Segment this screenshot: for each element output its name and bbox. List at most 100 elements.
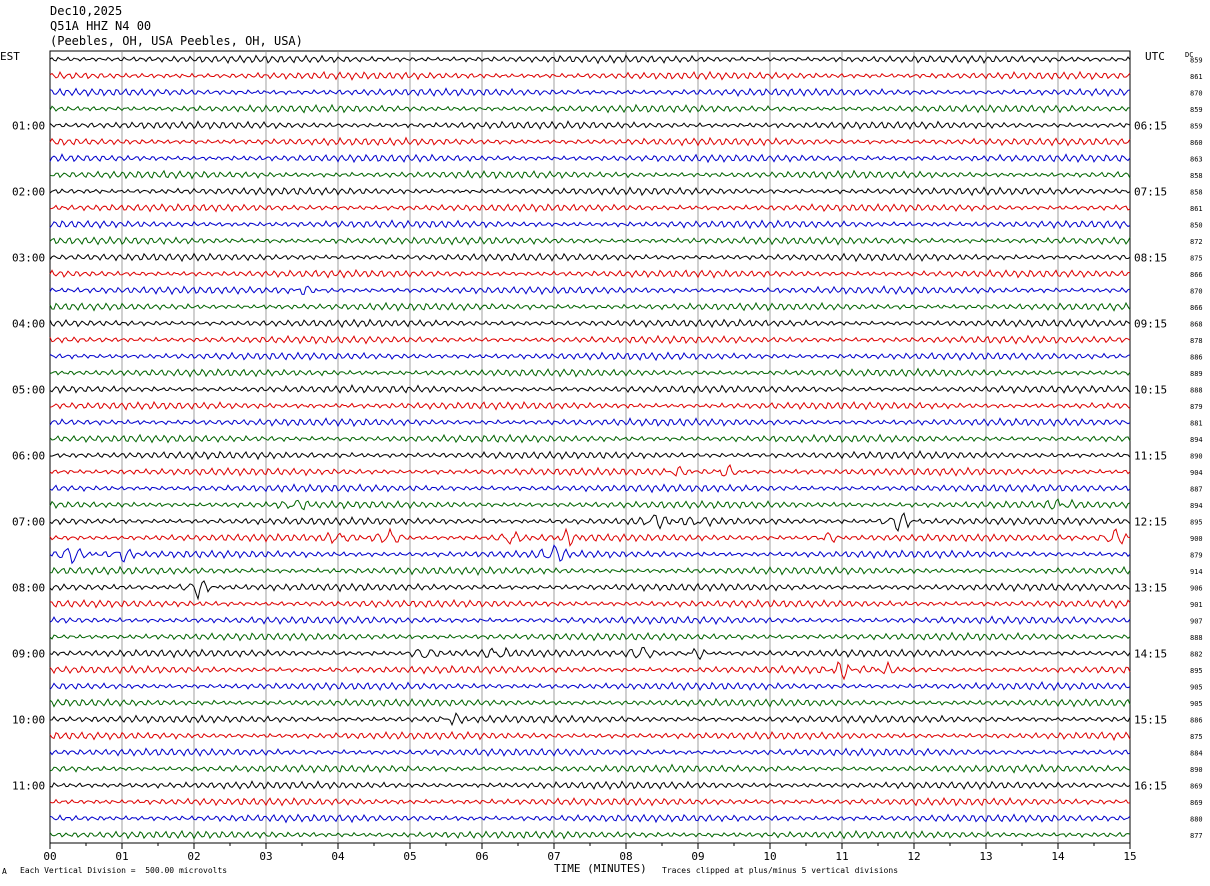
seismic-trace-red [49, 70, 1131, 81]
right-hour-label: 16:15 [1134, 779, 1167, 792]
left-hour-label: 06:00 [12, 449, 45, 462]
seismic-trace-blue [49, 417, 1131, 428]
seismic-trace-green [49, 301, 1131, 312]
seismic-trace-red [49, 202, 1131, 213]
dc-value: 875 [1190, 254, 1203, 262]
dc-value: 905 [1190, 700, 1203, 708]
seismic-trace-blue [49, 747, 1131, 757]
dc-value: 859 [1190, 56, 1203, 64]
seismic-trace-red [49, 598, 1131, 610]
x-tick-label: 15 [1123, 850, 1136, 863]
seismic-trace-green [49, 103, 1131, 114]
left-hour-label: 04:00 [12, 317, 45, 330]
dc-value: 860 [1190, 139, 1203, 147]
seismic-trace-blue [49, 87, 1131, 97]
x-tick-label: 14 [1051, 850, 1065, 863]
x-tick-label: 13 [979, 850, 992, 863]
dc-value: 887 [1190, 485, 1203, 493]
dc-value: 863 [1190, 155, 1203, 163]
seismic-trace-red [49, 463, 1131, 477]
seismic-trace-blue [49, 681, 1131, 692]
right-hour-label: 12:15 [1134, 515, 1167, 528]
seismic-trace-green [49, 763, 1131, 774]
seismic-trace-blue [49, 351, 1131, 362]
right-hour-label: 10:15 [1134, 383, 1167, 396]
dc-value: 890 [1190, 766, 1203, 774]
corner-mark: A [2, 867, 7, 876]
x-axis-title: TIME (MINUTES) [554, 862, 647, 875]
dc-value: 879 [1190, 551, 1203, 559]
dc-value: 870 [1190, 287, 1203, 295]
seismic-trace-black [49, 580, 1131, 601]
x-tick-label: 01 [115, 850, 128, 863]
seismic-trace-green [49, 433, 1131, 444]
seismic-trace-black [49, 383, 1131, 395]
dc-value: 882 [1190, 650, 1203, 658]
dc-value: 905 [1190, 683, 1203, 691]
dc-column-label: DC [1185, 51, 1193, 59]
seismic-trace-red [49, 400, 1131, 411]
dc-value: 888 [1190, 386, 1203, 394]
seismic-trace-green [49, 169, 1131, 180]
clip-note: Traces clipped at plus/minus 5 vertical … [662, 866, 899, 875]
seismic-trace-red [49, 136, 1131, 147]
left-hour-label: 05:00 [12, 383, 45, 396]
left-hour-label: 10:00 [12, 713, 45, 726]
x-tick-label: 06 [475, 850, 488, 863]
dc-value: 869 [1190, 799, 1203, 807]
seismic-trace-black [49, 512, 1131, 533]
seismic-trace-black [49, 780, 1131, 791]
plot-date: Dec10,2025 [50, 4, 123, 18]
seismic-trace-green [49, 367, 1131, 378]
right-hour-label: 08:15 [1134, 251, 1167, 264]
right-hour-label: 14:15 [1134, 647, 1167, 660]
left-hour-label: 02:00 [12, 185, 45, 198]
left-timezone-label: EST [0, 50, 20, 63]
seismic-trace-green [49, 235, 1131, 246]
seismic-trace-red [49, 796, 1131, 807]
left-hour-label: 11:00 [12, 779, 45, 792]
right-hour-label: 11:15 [1134, 449, 1167, 462]
right-timezone-label: UTC [1145, 50, 1165, 63]
left-hour-label: 08:00 [12, 581, 45, 594]
dc-value: 861 [1190, 205, 1203, 213]
dc-value: 901 [1190, 601, 1203, 609]
dc-value: 889 [1190, 370, 1203, 378]
seismic-trace-green [49, 498, 1131, 511]
dc-value: 879 [1190, 403, 1203, 411]
x-tick-label: 10 [763, 850, 776, 863]
dc-value: 886 [1190, 716, 1203, 724]
seismic-trace-red [49, 527, 1131, 547]
x-tick-label: 09 [691, 850, 704, 863]
seismic-trace-red [49, 660, 1131, 681]
dc-value: 872 [1190, 238, 1203, 246]
seismic-trace-blue [49, 483, 1131, 494]
dc-value: 859 [1190, 106, 1203, 114]
dc-value: 886 [1190, 353, 1203, 361]
seismic-trace-blue [49, 544, 1131, 565]
dc-value: 884 [1190, 749, 1203, 757]
seismic-trace-black [49, 186, 1131, 197]
seismic-trace-black [49, 646, 1131, 661]
dc-value: 900 [1190, 535, 1203, 543]
dc-value: 858 [1190, 172, 1203, 180]
x-tick-label: 05 [403, 850, 416, 863]
dc-value: 904 [1190, 469, 1203, 477]
right-hour-label: 07:15 [1134, 185, 1167, 198]
seismic-trace-blue [49, 615, 1131, 626]
dc-value: 859 [1190, 122, 1203, 130]
seismic-trace-black [49, 318, 1131, 329]
right-hour-label: 13:15 [1134, 581, 1167, 594]
dc-value: 866 [1190, 271, 1203, 279]
dc-value: 890 [1190, 452, 1203, 460]
dc-value: 866 [1190, 304, 1203, 312]
x-tick-label: 07 [547, 850, 560, 863]
scale-note: Each Vertical Division = 500.00 microvol… [20, 866, 228, 875]
dc-value: 895 [1190, 667, 1203, 675]
dc-value: 870 [1190, 89, 1203, 97]
left-hour-label: 03:00 [12, 251, 45, 264]
dc-value: 850 [1190, 221, 1203, 229]
dc-value: 895 [1190, 518, 1203, 526]
left-hour-label: 01:00 [12, 119, 45, 132]
